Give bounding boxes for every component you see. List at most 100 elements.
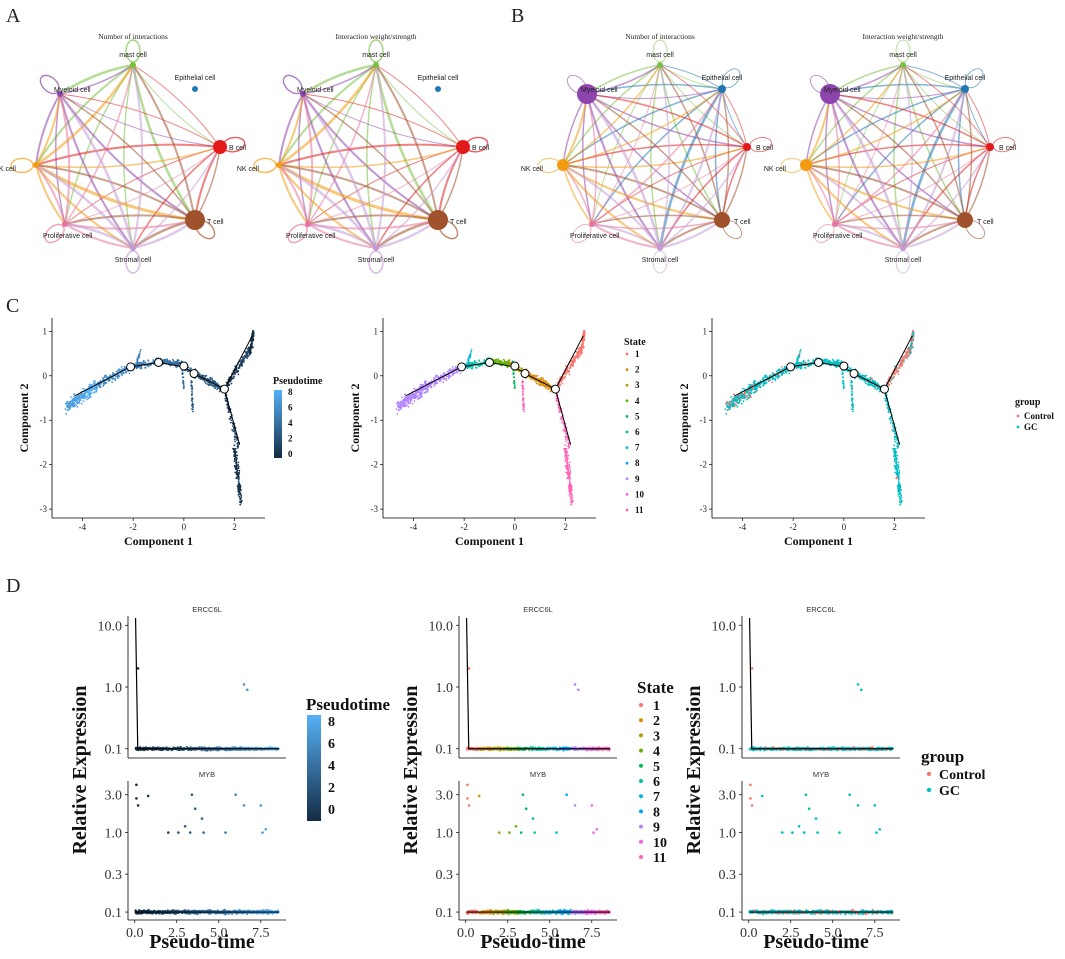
data-point: [421, 396, 423, 398]
data-point: [568, 464, 570, 466]
data-point: [466, 362, 469, 365]
y-axis-title: Component 2: [677, 383, 691, 452]
data-point: [569, 501, 572, 503]
data-point: [236, 447, 239, 449]
data-point: [237, 490, 240, 492]
data-point: [230, 419, 233, 422]
data-point: [239, 492, 242, 495]
data-point: [242, 356, 244, 359]
data-point: [459, 372, 462, 375]
data-point: [772, 373, 775, 375]
edge-b-cell-to-nk-cell: [278, 143, 464, 166]
data-point: [211, 378, 213, 381]
data-point: [67, 409, 70, 411]
data-point: [442, 381, 445, 383]
network-a2-title: Interaction weight/strength: [335, 32, 416, 41]
data-point: [237, 483, 240, 486]
data-point: [252, 331, 255, 334]
data-point: [903, 360, 905, 363]
data-point: [70, 396, 72, 398]
data-point: [232, 447, 235, 450]
data-point: [521, 399, 524, 402]
data-point: [903, 355, 906, 357]
data-point: [238, 366, 241, 368]
legend-label: 6: [635, 427, 640, 437]
data-point: [400, 406, 403, 408]
data-point: [574, 360, 576, 363]
data-point: [240, 361, 243, 364]
data-point: [560, 421, 563, 424]
data-point: [912, 337, 914, 340]
trajectory-branch-root: [74, 361, 225, 397]
data-point: [564, 450, 567, 453]
data-point: [568, 480, 571, 483]
data-point: [396, 413, 399, 415]
edge-b-cell-to-stromal-cell: [375, 146, 464, 249]
node-label-stromal-cell: Stromal cell: [358, 257, 395, 264]
data-point: [250, 345, 252, 348]
data-point: [898, 482, 900, 484]
data-point: [563, 425, 565, 427]
data-point: [912, 335, 915, 338]
edge-mast-cell-to-stromal-cell: [366, 64, 377, 249]
edge-proliferative-cell-to-myeloid-cell: [829, 93, 840, 225]
data-point: [878, 390, 881, 393]
data-point: [567, 447, 570, 449]
data-point: [234, 432, 237, 435]
edge-nk-cell-to-myeloid-cell: [35, 93, 62, 166]
data-point: [89, 391, 92, 394]
data-point: [471, 366, 474, 369]
data-point: [444, 378, 447, 380]
data-point: [90, 396, 92, 398]
data-point: [116, 377, 119, 380]
data-point: [77, 394, 80, 397]
data-point: [737, 394, 740, 397]
data-point: [513, 379, 515, 382]
data-point: [144, 362, 147, 364]
y-tick-label: -2: [700, 460, 708, 470]
data-point: [564, 438, 567, 441]
legend-key: [625, 446, 629, 449]
data-point: [759, 386, 762, 388]
edge-myeloid-cell-to-nk-cell: [277, 93, 304, 166]
data-point: [746, 396, 749, 399]
data-point: [535, 381, 537, 383]
data-point: [76, 396, 78, 399]
edge-proliferative-cell-to-myeloid-cell: [302, 93, 314, 225]
y-tick-label: 0: [43, 371, 48, 381]
data-point: [502, 358, 505, 361]
data-point: [234, 453, 237, 456]
data-point: [567, 473, 569, 476]
data-point: [563, 447, 565, 450]
node-t-cell: [714, 212, 730, 228]
edge-proliferative-cell-to-stromal-cell: [64, 223, 134, 250]
x-tick-label: 0: [182, 522, 187, 532]
data-point: [235, 459, 238, 462]
data-point: [71, 403, 74, 406]
edge-proliferative-cell-to-stromal-cell: [834, 223, 904, 250]
data-point: [850, 367, 852, 370]
data-point: [538, 378, 540, 381]
data-point: [182, 383, 185, 385]
edge-mast-cell-to-nk-cell: [805, 64, 904, 166]
data-point: [898, 473, 900, 475]
panel-letter-a: A: [6, 5, 21, 27]
data-point: [565, 455, 568, 458]
data-point: [120, 369, 123, 372]
node-b-cell: [743, 143, 751, 151]
data-point: [243, 357, 246, 360]
data-point: [135, 362, 138, 365]
edge-proliferative-cell-to-stromal-cell: [307, 223, 377, 250]
data-point: [65, 401, 68, 404]
data-point: [72, 399, 75, 401]
node-t-cell: [428, 210, 448, 230]
edge-stromal-cell-to-myeloid-cell: [301, 93, 378, 249]
node-label-myeloid-cell: Myeloid cell: [581, 87, 618, 94]
data-point: [147, 359, 150, 362]
data-point: [76, 401, 78, 404]
data-point: [873, 380, 876, 382]
edge-epithelial-cell-to-mast-cell: [659, 64, 723, 90]
node-mast-cell: [657, 62, 663, 68]
